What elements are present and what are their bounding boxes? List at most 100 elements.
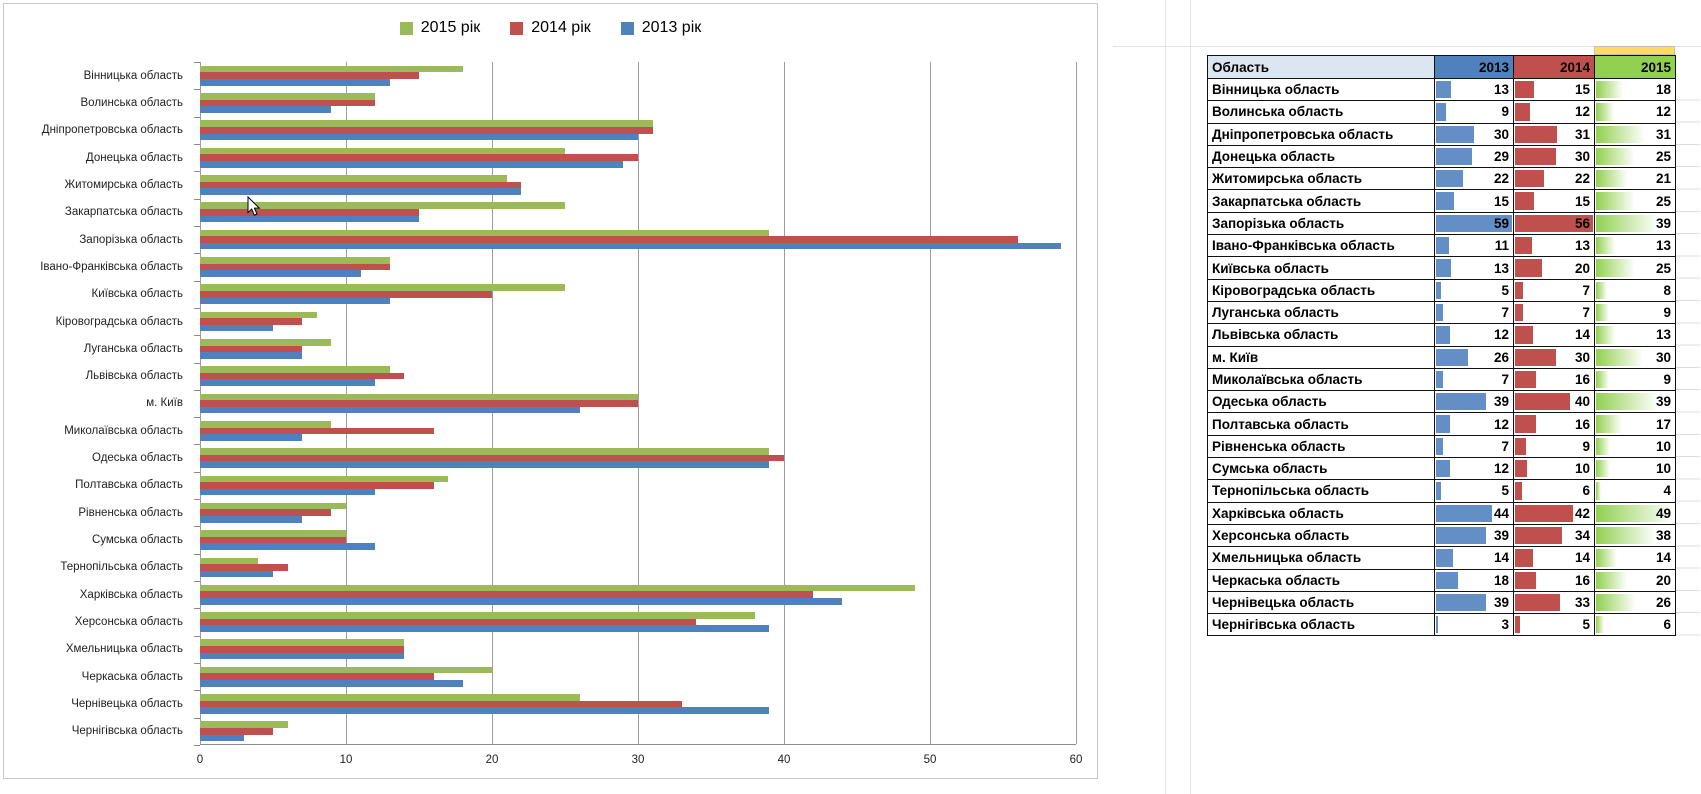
bar-2013[interactable]: [200, 133, 638, 141]
bar-2015[interactable]: [200, 257, 390, 264]
bar-2014[interactable]: [200, 536, 346, 544]
cell-value-2014[interactable]: 6: [1514, 480, 1595, 503]
cell-value-2015[interactable]: 10: [1595, 458, 1676, 481]
cell-value-2014[interactable]: 12: [1514, 101, 1595, 124]
bar-2014[interactable]: [200, 99, 376, 107]
cell-region-name[interactable]: Черкаська область: [1208, 569, 1435, 592]
bar-2015[interactable]: [200, 448, 770, 455]
cell-region-name[interactable]: Чернігівська область: [1208, 614, 1435, 637]
cell-value-2015[interactable]: 4: [1595, 480, 1676, 503]
cell-value-2014[interactable]: 56: [1514, 212, 1595, 236]
bar-2014[interactable]: [200, 72, 419, 79]
cell-region-name[interactable]: м. Київ: [1208, 346, 1435, 369]
cell-value-2014[interactable]: 40: [1514, 391, 1595, 414]
cell-value-2014[interactable]: 13: [1514, 235, 1595, 258]
bar-2013[interactable]: [200, 461, 770, 469]
cell-value-2013[interactable]: 11: [1435, 235, 1514, 258]
cell-value-2014[interactable]: 16: [1514, 569, 1595, 592]
highlighted-cell-above-2015[interactable]: [1594, 46, 1675, 55]
cell-value-2013[interactable]: 7: [1435, 301, 1514, 325]
cell-value-2015[interactable]: 6: [1595, 614, 1676, 637]
bar-2014[interactable]: [200, 673, 434, 680]
bar-2015[interactable]: [200, 147, 565, 155]
bar-2013[interactable]: [200, 679, 463, 687]
bar-2015[interactable]: [200, 475, 449, 483]
bar-2015[interactable]: [200, 666, 492, 674]
cell-value-2013[interactable]: 7: [1435, 435, 1514, 459]
bar-2013[interactable]: [200, 324, 273, 332]
table-header-cell-Область[interactable]: Область: [1208, 56, 1435, 79]
cell-value-2013[interactable]: 39: [1435, 591, 1514, 615]
bar-2015[interactable]: [200, 612, 755, 619]
bar-2015[interactable]: [200, 65, 463, 73]
cell-value-2014[interactable]: 42: [1514, 502, 1595, 525]
cell-value-2013[interactable]: 30: [1435, 123, 1514, 146]
cell-value-2013[interactable]: 12: [1435, 413, 1514, 436]
bar-2014[interactable]: [200, 372, 405, 380]
cell-value-2015[interactable]: 21: [1595, 168, 1676, 191]
cell-value-2013[interactable]: 12: [1435, 324, 1514, 347]
bar-2014[interactable]: [200, 591, 814, 599]
cell-region-name[interactable]: Донецька область: [1208, 145, 1435, 169]
cell-region-name[interactable]: Чернівецька область: [1208, 591, 1435, 615]
cell-region-name[interactable]: Кіровоградська область: [1208, 279, 1435, 302]
bar-2013[interactable]: [200, 652, 405, 660]
bar-2015[interactable]: [200, 311, 317, 319]
bar-2013[interactable]: [200, 625, 770, 632]
bar-2013[interactable]: [200, 352, 303, 359]
cell-value-2013[interactable]: 14: [1435, 547, 1514, 570]
cell-region-name[interactable]: Київська область: [1208, 257, 1435, 280]
bar-2014[interactable]: [200, 236, 1018, 243]
cell-region-name[interactable]: Луганська область: [1208, 301, 1435, 325]
legend-item-2014[interactable]: 2014 рік: [510, 19, 591, 37]
bar-2015[interactable]: [200, 694, 580, 701]
bar-2013[interactable]: [200, 598, 843, 605]
bar-2013[interactable]: [200, 543, 376, 550]
bar-2014[interactable]: [200, 208, 419, 216]
cell-value-2015[interactable]: 18: [1595, 79, 1676, 102]
cell-value-2013[interactable]: 15: [1435, 190, 1514, 213]
cell-value-2014[interactable]: 31: [1514, 123, 1595, 146]
bar-2014[interactable]: [200, 728, 273, 735]
cell-region-name[interactable]: Полтавська область: [1208, 413, 1435, 436]
cell-value-2015[interactable]: 20: [1595, 569, 1676, 592]
bar-2014[interactable]: [200, 290, 492, 298]
bar-2013[interactable]: [200, 160, 624, 168]
cell-value-2013[interactable]: 13: [1435, 79, 1514, 102]
cell-region-name[interactable]: Харківська область: [1208, 502, 1435, 525]
cell-value-2015[interactable]: 10: [1595, 435, 1676, 459]
cell-value-2014[interactable]: 14: [1514, 324, 1595, 347]
bar-2014[interactable]: [200, 564, 288, 571]
bar-2014[interactable]: [200, 181, 522, 189]
cell-value-2015[interactable]: 12: [1595, 101, 1676, 124]
cell-value-2015[interactable]: 39: [1595, 391, 1676, 414]
bar-2015[interactable]: [200, 175, 507, 182]
cell-value-2013[interactable]: 26: [1435, 346, 1514, 369]
cell-value-2013[interactable]: 18: [1435, 569, 1514, 592]
bar-2013[interactable]: [200, 516, 303, 523]
cell-value-2014[interactable]: 16: [1514, 368, 1595, 392]
cell-value-2013[interactable]: 59: [1435, 212, 1514, 236]
cell-value-2013[interactable]: 5: [1435, 279, 1514, 302]
bar-2014[interactable]: [200, 345, 303, 353]
cell-value-2014[interactable]: 7: [1514, 301, 1595, 325]
bar-2013[interactable]: [200, 215, 419, 223]
cell-region-name[interactable]: Вінницька область: [1208, 79, 1435, 102]
cell-value-2013[interactable]: 7: [1435, 368, 1514, 392]
cell-value-2014[interactable]: 14: [1514, 547, 1595, 570]
cell-value-2014[interactable]: 34: [1514, 524, 1595, 548]
cell-value-2015[interactable]: 25: [1595, 190, 1676, 213]
bar-2013[interactable]: [200, 707, 770, 714]
cell-region-name[interactable]: Херсонська область: [1208, 524, 1435, 548]
bar-2015[interactable]: [200, 393, 638, 401]
cell-value-2014[interactable]: 30: [1514, 145, 1595, 169]
legend-item-2013[interactable]: 2013 рік: [620, 19, 701, 37]
cell-value-2015[interactable]: 38: [1595, 524, 1676, 548]
cell-region-name[interactable]: Одеська область: [1208, 391, 1435, 414]
cell-value-2015[interactable]: 25: [1595, 257, 1676, 280]
bar-2013[interactable]: [200, 406, 580, 414]
bar-2015[interactable]: [200, 202, 565, 209]
cell-value-2014[interactable]: 20: [1514, 257, 1595, 280]
cell-region-name[interactable]: Дніпропетровська область: [1208, 123, 1435, 146]
cell-region-name[interactable]: Запорізька область: [1208, 212, 1435, 236]
